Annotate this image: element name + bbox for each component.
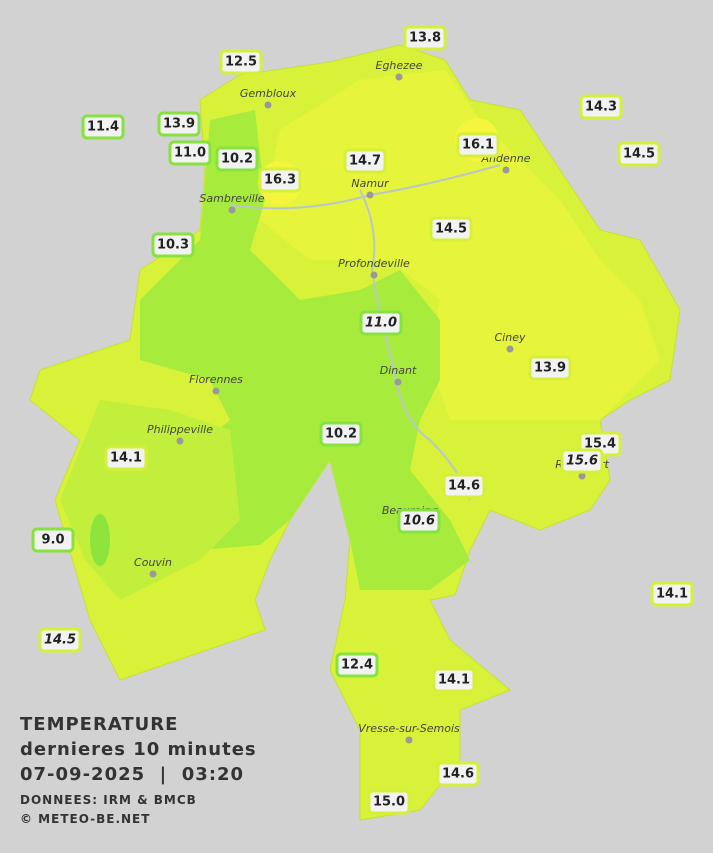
station-value: 13.9 [163, 117, 195, 132]
city-dot [405, 736, 413, 744]
title: TEMPERATURE [20, 714, 178, 735]
city-label: Profondeville [338, 257, 410, 270]
station-box [319, 421, 363, 447]
station-box [31, 527, 75, 553]
station-box [343, 148, 387, 174]
station-box [397, 508, 441, 534]
station-value: 12.4 [341, 658, 373, 673]
city-dot [502, 166, 510, 174]
station-box [219, 49, 263, 75]
station-value: 15.4 [584, 437, 616, 452]
station-box [650, 581, 694, 607]
station-value: 10.2 [221, 152, 253, 167]
city-dot [578, 472, 586, 480]
city-label: Florennes [189, 373, 243, 386]
city-dot [149, 570, 157, 578]
station-box [560, 448, 604, 474]
station-value: 15.6 [566, 454, 598, 469]
city-dot [506, 345, 514, 353]
station-box [104, 445, 148, 471]
city-dot [228, 206, 236, 214]
station-box [432, 667, 476, 693]
station-value: 10.6 [403, 514, 435, 529]
station-box [335, 652, 379, 678]
city-dot [370, 271, 378, 279]
station-box [81, 114, 125, 140]
city-label: Dinant [380, 364, 417, 377]
station-value: 11.0 [365, 316, 397, 331]
river [359, 189, 471, 501]
city-label: Ciney [495, 331, 526, 344]
station-box [456, 132, 500, 158]
city-dot [176, 437, 184, 445]
cold-spot [90, 514, 110, 566]
city-label: Namur [351, 177, 390, 190]
station-value: 14.1 [110, 451, 142, 466]
source: DONNEES: IRM & BMCB [20, 793, 197, 807]
city-label: Philippeville [147, 423, 213, 436]
station-value: 13.9 [534, 361, 566, 376]
station-box [528, 355, 572, 381]
station-value: 14.5 [623, 147, 655, 162]
city-dot [395, 73, 403, 81]
station-box [617, 141, 661, 167]
station-value: 14.3 [585, 100, 617, 115]
station-box [442, 473, 486, 499]
station-value: 14.5 [44, 633, 76, 648]
station-box [367, 789, 411, 815]
city-label: Eghezee [376, 59, 423, 72]
station-box [168, 140, 212, 166]
station-value: 10.2 [325, 427, 357, 442]
station-value: 10.3 [157, 238, 189, 253]
station-value: 14.1 [438, 673, 470, 688]
city-label: Couvin [134, 556, 172, 569]
station-box [215, 146, 259, 172]
station-value: 16.1 [462, 138, 494, 153]
subtitle: dernieres 10 minutes [20, 739, 257, 760]
station-value: 14.7 [349, 154, 381, 169]
station-value: 14.6 [442, 767, 474, 782]
station-box [151, 232, 195, 258]
city-label: Vresse-sur-Semois [358, 722, 460, 735]
station-box [38, 627, 82, 653]
station-box [157, 111, 201, 137]
station-value: 11.4 [87, 120, 119, 135]
city-dot [264, 101, 272, 109]
station-value: 16.3 [264, 173, 296, 188]
station-box [579, 94, 623, 120]
city-dot [394, 378, 402, 386]
credit: © METEO-BE.NET [20, 812, 150, 826]
station-box [359, 310, 403, 336]
station-value: 11.0 [174, 146, 206, 161]
station-value: 14.5 [435, 222, 467, 237]
city-label: Gembloux [240, 87, 297, 100]
station-value: 14.1 [656, 587, 688, 602]
station-value: 12.5 [225, 55, 257, 70]
station-box [403, 25, 447, 51]
station-value: 14.6 [448, 479, 480, 494]
city-dot [366, 191, 374, 199]
city-dot [212, 387, 220, 395]
station-box [258, 167, 302, 193]
station-box [436, 761, 480, 787]
timestamp: 07-09-2025 | 03:20 [20, 764, 244, 785]
station-value: 15.0 [373, 795, 405, 810]
station-value: 9.0 [41, 533, 64, 548]
station-box [429, 216, 473, 242]
station-value: 13.8 [409, 31, 441, 46]
city-label: Sambreville [199, 192, 264, 205]
